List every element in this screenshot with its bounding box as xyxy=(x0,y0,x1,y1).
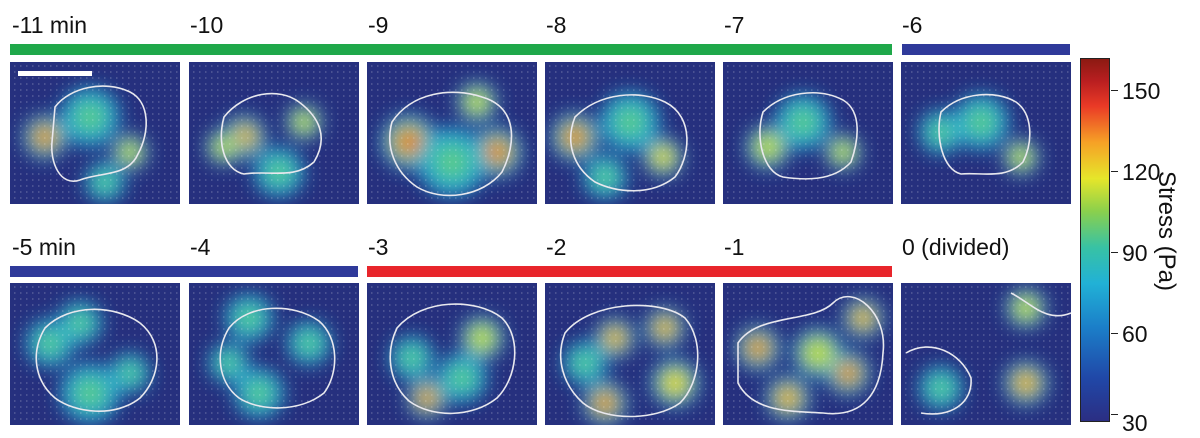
time-label-minus-9: -9 xyxy=(368,12,389,38)
colorbar-tick xyxy=(1111,333,1118,334)
colorbar-tick-label-150: 150 xyxy=(1122,78,1161,104)
time-label-zero-divided: 0 (divided) xyxy=(902,234,1010,260)
phase-bar-blue-top xyxy=(902,44,1070,55)
stress-panel xyxy=(545,283,715,425)
stress-panel xyxy=(901,62,1071,204)
phase-bar-blue-bottom xyxy=(10,266,358,277)
colorbar-tick-label-90: 90 xyxy=(1122,240,1148,266)
stress-panel xyxy=(723,283,893,425)
stress-panel xyxy=(367,283,537,425)
colorbar-tick xyxy=(1111,171,1118,172)
stress-panel xyxy=(10,283,180,425)
time-label-minus-3: -3 xyxy=(368,234,389,260)
stress-panel xyxy=(189,62,359,204)
time-label-minus-8: -8 xyxy=(546,12,567,38)
stress-colorbar xyxy=(1080,58,1110,422)
colorbar-tick xyxy=(1111,252,1118,253)
phase-bar-red xyxy=(367,266,892,277)
time-label-minus-5: -5 min xyxy=(12,234,76,260)
stress-panel xyxy=(367,62,537,204)
stress-panel xyxy=(10,62,180,204)
time-label-minus-7: -7 xyxy=(724,12,745,38)
stress-panel xyxy=(723,62,893,204)
colorbar-title: Stress (Pa) xyxy=(1153,171,1180,292)
colorbar-tick-label-30: 30 xyxy=(1122,410,1148,436)
colorbar-tick-label-60: 60 xyxy=(1122,321,1148,347)
time-label-minus-10: -10 xyxy=(190,12,224,38)
stress-panel xyxy=(189,283,359,425)
phase-bar-green xyxy=(10,44,892,55)
time-label-minus-2: -2 xyxy=(546,234,567,260)
time-label-minus-1: -1 xyxy=(724,234,745,260)
time-label-minus-4: -4 xyxy=(190,234,211,260)
colorbar-tick xyxy=(1111,414,1118,415)
colorbar-tick xyxy=(1111,90,1118,91)
stress-panel xyxy=(901,283,1071,425)
scale-bar xyxy=(18,71,92,76)
stress-panel xyxy=(545,62,715,204)
time-label-minus-6: -6 xyxy=(902,12,923,38)
colorbar-tick-label-120: 120 xyxy=(1122,159,1161,185)
time-label-minus-11: -11 min xyxy=(12,12,87,38)
